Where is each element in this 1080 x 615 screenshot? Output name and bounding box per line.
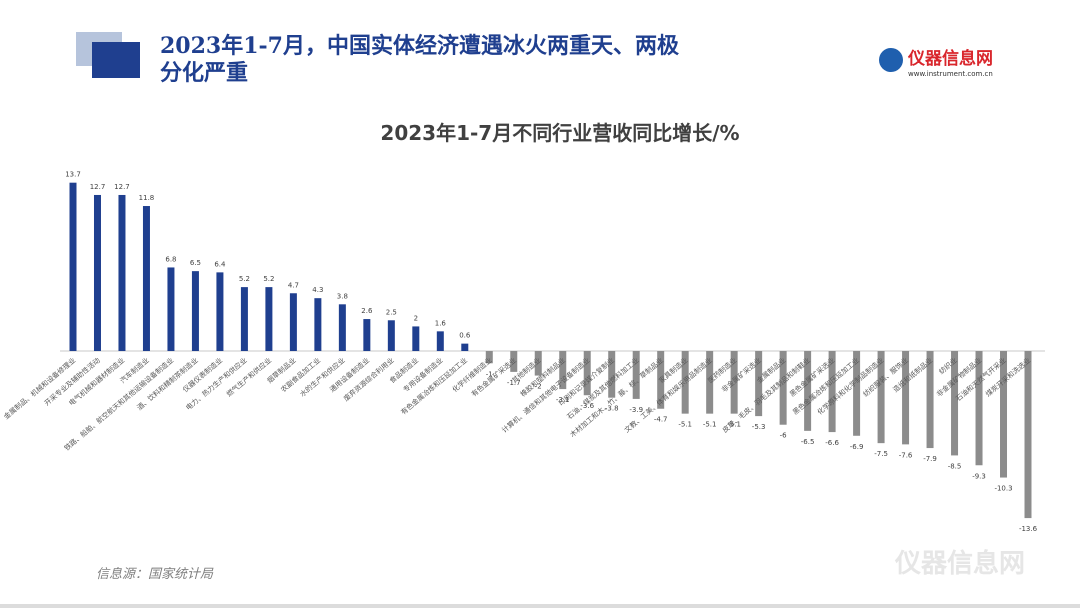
value-label: -2 [535, 383, 542, 391]
value-label: -5.1 [703, 421, 717, 429]
bar [804, 351, 812, 431]
bar [951, 351, 959, 456]
bar [216, 272, 224, 351]
value-label: -5.1 [678, 421, 692, 429]
value-label: 3.8 [337, 292, 348, 300]
value-label: 13.7 [65, 171, 81, 179]
bar [314, 298, 322, 351]
category-label: 燃气生产和供应业 [224, 356, 273, 399]
value-label: -3.6 [580, 402, 594, 410]
bar [926, 351, 934, 449]
value-label: 4.7 [288, 281, 299, 289]
bar [387, 320, 395, 351]
value-label: -7.5 [874, 450, 888, 458]
bar [755, 351, 763, 417]
bar [608, 351, 616, 398]
value-label: -6 [780, 432, 788, 440]
bar [779, 351, 787, 425]
bar [657, 351, 665, 409]
value-label: 2.5 [386, 308, 397, 316]
value-label: -3.8 [605, 405, 619, 413]
bar [583, 351, 591, 396]
value-label: -8.5 [948, 462, 962, 470]
bar [412, 326, 420, 351]
value-label: -5.3 [752, 423, 766, 431]
bar [559, 351, 567, 390]
value-label: -4.7 [654, 416, 668, 424]
value-label: -6.9 [850, 443, 864, 451]
bar [706, 351, 714, 414]
logo-icon [879, 48, 903, 72]
source-note: 信息源：国家统计局 [96, 566, 214, 582]
value-label: 5.2 [263, 275, 274, 283]
bar [289, 293, 297, 351]
watermark: 仪器信息网 [894, 548, 1025, 579]
category-label: 有色金属矿采选业 [469, 356, 518, 399]
bar [93, 194, 101, 351]
bar [142, 206, 150, 351]
value-label: 0.6 [459, 332, 471, 340]
value-label: 6.5 [190, 259, 201, 267]
bar [1024, 351, 1032, 519]
value-label: 2.6 [361, 307, 373, 315]
value-label: -7.6 [899, 451, 913, 459]
bar [265, 287, 273, 351]
value-label: -9.3 [972, 472, 986, 480]
value-label: 6.8 [165, 255, 176, 263]
value-label: -10.3 [994, 485, 1012, 493]
bar [632, 351, 640, 399]
bar [975, 351, 983, 466]
value-label: 4.3 [312, 286, 323, 294]
bar [510, 351, 518, 372]
bar [461, 343, 469, 351]
bar [902, 351, 910, 445]
bar [167, 267, 175, 351]
logo-url: www.instrument.com.cn [908, 70, 993, 78]
bar [118, 194, 126, 351]
bar [363, 319, 371, 351]
category-label: 水的生产和供应业 [298, 356, 347, 399]
bar [828, 351, 836, 433]
value-label: 6.4 [214, 260, 226, 268]
logo: 仪器信息网 www.instrument.com.cn [879, 48, 993, 78]
value-label: -13.6 [1019, 525, 1038, 533]
slide-title: 2023年1-7月，中国实体经济遭遇冰火两重天、两极分化严重 [160, 33, 680, 86]
value-label: -6.5 [801, 438, 815, 446]
value-label: -5.1 [727, 421, 741, 429]
logo-text: 仪器信息网 [907, 48, 993, 69]
bar [69, 182, 77, 351]
value-label: 2 [414, 314, 418, 322]
value-label: 11.8 [139, 194, 155, 202]
bar [1000, 351, 1008, 478]
value-label: 1.6 [435, 319, 447, 327]
bar [240, 287, 248, 351]
plot: 13.7金属制品、机械和设备修理业12.7开采专业及辅助性活动12.7电气机械和… [2, 171, 1045, 533]
deco-block [92, 42, 140, 78]
value-label: 5.2 [239, 275, 250, 283]
bar [853, 351, 861, 436]
value-label: -6.6 [825, 439, 839, 447]
value-label: 12.7 [90, 183, 106, 191]
value-label: -1.7 [507, 379, 521, 387]
value-label: -1 [486, 370, 493, 378]
bar [338, 304, 346, 351]
bar [436, 331, 444, 351]
chart-title: 2023年1-7月不同行业营收同比增长/% [380, 121, 739, 145]
bar [485, 351, 493, 364]
value-label: -3.1 [556, 396, 570, 404]
bar [877, 351, 885, 444]
value-label: -3.9 [629, 406, 643, 414]
bar [191, 271, 199, 351]
bar [730, 351, 738, 414]
bar [534, 351, 542, 376]
bar [681, 351, 689, 414]
value-label: 12.7 [114, 183, 130, 191]
value-label: -7.9 [923, 455, 937, 463]
